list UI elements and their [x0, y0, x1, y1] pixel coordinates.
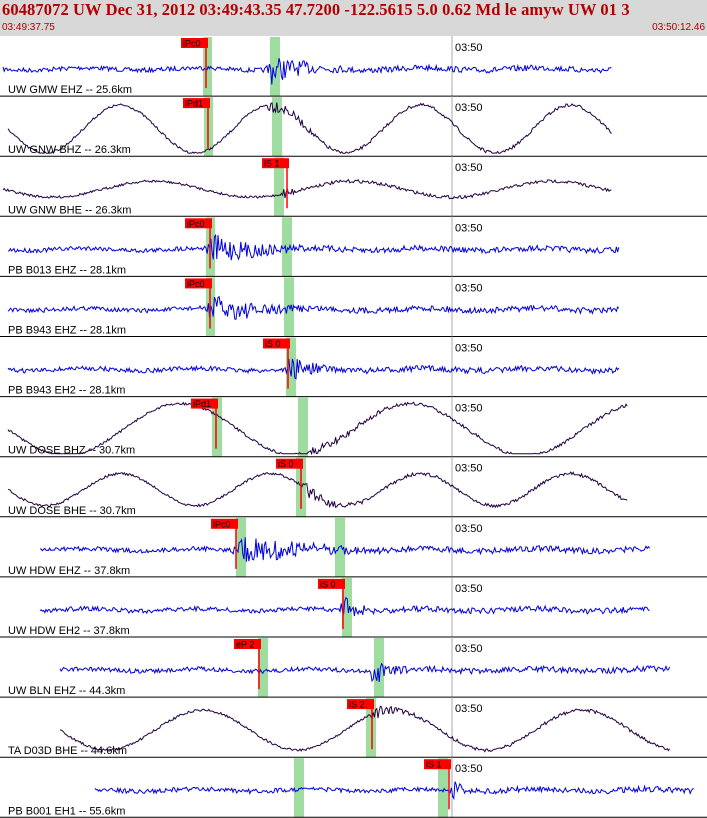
- pick-window: [282, 217, 292, 277]
- event-header: 60487072 UW Dec 31, 2012 03:49:43.35 47.…: [0, 0, 707, 36]
- phase-pick-tag[interactable]: [185, 278, 212, 289]
- phase-pick-tag[interactable]: [181, 38, 208, 48]
- pick-window: [203, 37, 212, 97]
- phase-pick-tag[interactable]: [211, 518, 238, 529]
- station-label: UW GNW BHE -- 26.3km: [8, 204, 131, 216]
- trace-row[interactable]: 03:50 iS 1 UW GNW BHE -- 26.3km: [0, 156, 707, 217]
- pick-window: [335, 517, 345, 577]
- time-mark-label: 03:50: [455, 703, 483, 715]
- pick-window: [236, 517, 246, 577]
- station-label: UW BLN EHZ -- 44.3km: [8, 685, 125, 697]
- waveform-trace: [2, 178, 612, 200]
- waveform-trace: [7, 233, 620, 261]
- pick-window: [212, 397, 222, 457]
- waveform-trace: [7, 401, 628, 456]
- phase-pick-label: iS 0: [278, 459, 294, 469]
- trace-row[interactable]: 03:50 iPd1 UW DOSE BHZ -- 30.7km: [0, 396, 707, 458]
- phase-pick-label: iS 1: [426, 760, 442, 770]
- trace-row[interactable]: 03:50 iS 0 UW DOSE BHE -- 30.7km: [0, 456, 707, 518]
- phase-pick-label: iS 0: [320, 579, 336, 589]
- time-mark-label: 03:50: [455, 162, 483, 174]
- phase-pick-tag[interactable]: [262, 158, 289, 169]
- time-mark-label: 03:50: [455, 343, 483, 355]
- event-title: 60487072 UW Dec 31, 2012 03:49:43.35 47.…: [2, 0, 630, 19]
- pick-window: [258, 638, 268, 698]
- trace-row[interactable]: 03:50 iPc0 PB B943 EHZ -- 28.1km: [0, 276, 707, 337]
- waveform-trace: [94, 781, 694, 801]
- phase-pick-label: eP 2: [236, 640, 254, 650]
- time-mark-label: 03:50: [455, 643, 483, 655]
- phase-pick-label: iS 1: [264, 159, 280, 169]
- time-mark-label: 03:50: [455, 583, 483, 595]
- station-label: UW DOSE BHE -- 30.7km: [8, 505, 136, 517]
- trace-row[interactable]: 03:50 iS 2 TA D03D BHE -- 44.6km: [0, 697, 707, 758]
- trace-row[interactable]: 03:50 iPc0 UW HDW EHZ -- 37.8km: [0, 516, 707, 578]
- station-label: UW GNW BHZ -- 26.3km: [8, 144, 131, 156]
- station-label: PB B943 EH2 -- 28.1km: [8, 385, 125, 397]
- station-label: PB B013 EHZ -- 28.1km: [8, 264, 126, 276]
- phase-pick-tag[interactable]: [234, 639, 261, 649]
- phase-pick-tag[interactable]: [183, 98, 210, 109]
- waveform-trace: [7, 358, 620, 380]
- time-mark-label: 03:50: [455, 42, 483, 54]
- time-mark-label: 03:50: [455, 463, 483, 475]
- time-mark-label: 03:50: [455, 102, 483, 114]
- waveform-trace: [59, 662, 671, 683]
- trace-row[interactable]: 03:50 iPc0 UW GMW EHZ -- 25.6km: [0, 36, 707, 97]
- waveform-trace: [59, 705, 671, 753]
- waveform-trace: [2, 58, 612, 85]
- station-label: UW GMW EHZ -- 25.6km: [8, 84, 132, 96]
- station-label: TA D03D BHE -- 44.6km: [8, 745, 127, 757]
- phase-pick-label: iPd1: [193, 399, 211, 409]
- pick-window: [294, 758, 304, 818]
- start-time-label: 03:49:37.75: [2, 22, 55, 33]
- pick-window: [274, 157, 284, 217]
- time-mark-label: 03:50: [455, 403, 483, 415]
- station-label: UW HDW EH2 -- 37.8km: [8, 625, 130, 637]
- phase-pick-label: iPc0: [213, 519, 231, 529]
- phase-pick-tag[interactable]: [347, 699, 374, 710]
- phase-pick-tag[interactable]: [424, 759, 451, 770]
- station-label: PB B001 EH1 -- 55.6km: [8, 805, 125, 817]
- pick-window: [270, 37, 280, 97]
- phase-pick-label: iS 2: [349, 700, 365, 710]
- pick-window: [438, 758, 448, 818]
- phase-pick-tag[interactable]: [263, 338, 290, 349]
- waveform-trace: [7, 295, 620, 320]
- station-label: PB B943 EHZ -- 28.1km: [8, 325, 126, 337]
- phase-pick-tag[interactable]: [276, 458, 303, 469]
- time-mark-label: 03:50: [455, 763, 483, 775]
- trace-row[interactable]: 03:50 iPd1 UW GNW BHZ -- 26.3km: [0, 96, 707, 157]
- pick-window: [298, 397, 308, 457]
- phase-pick-label: iPc0: [187, 279, 205, 289]
- station-label: UW HDW EHZ -- 37.8km: [8, 565, 130, 577]
- time-mark-label: 03:50: [455, 523, 483, 535]
- trace-row[interactable]: 03:50 iS 1 PB B001 EH1 -- 55.6km: [0, 757, 707, 818]
- phase-pick-label: iPd1: [185, 99, 203, 109]
- pick-window: [366, 698, 376, 758]
- waveform-trace: [7, 102, 612, 154]
- phase-pick-tag[interactable]: [191, 398, 218, 409]
- time-mark-label: 03:50: [455, 222, 483, 234]
- phase-pick-label: iPc0: [183, 39, 201, 49]
- station-label: UW DOSE BHZ -- 30.7km: [8, 445, 135, 457]
- pick-window: [342, 577, 352, 637]
- trace-row[interactable]: 03:50 iS 0 UW HDW EH2 -- 37.8km: [0, 576, 707, 638]
- waveform-trace: [7, 471, 628, 509]
- waveform-trace: [39, 596, 650, 617]
- trace-row[interactable]: 03:50 iS 0 PB B943 EH2 -- 28.1km: [0, 336, 707, 398]
- pick-window: [272, 97, 282, 157]
- trace-row[interactable]: 03:50 iPc0 PB B013 EHZ -- 28.1km: [0, 216, 707, 277]
- pick-window: [374, 638, 384, 698]
- seismogram-panel[interactable]: 03:50 iPc0 UW GMW EHZ -- 25.6km 03:50 iPd1 UW…: [0, 36, 707, 818]
- pick-window: [286, 337, 296, 397]
- time-mark-label: 03:50: [455, 282, 483, 294]
- trace-row[interactable]: 03:50 eP 2 UW BLN EHZ -- 44.3km: [0, 637, 707, 698]
- waveform-trace: [39, 537, 651, 562]
- phase-pick-tag[interactable]: [318, 578, 345, 589]
- end-time-label: 03:50:12.46: [652, 22, 705, 33]
- phase-pick-tag[interactable]: [185, 218, 212, 229]
- phase-pick-label: iPc0: [187, 219, 205, 229]
- phase-pick-label: iS 0: [265, 339, 281, 349]
